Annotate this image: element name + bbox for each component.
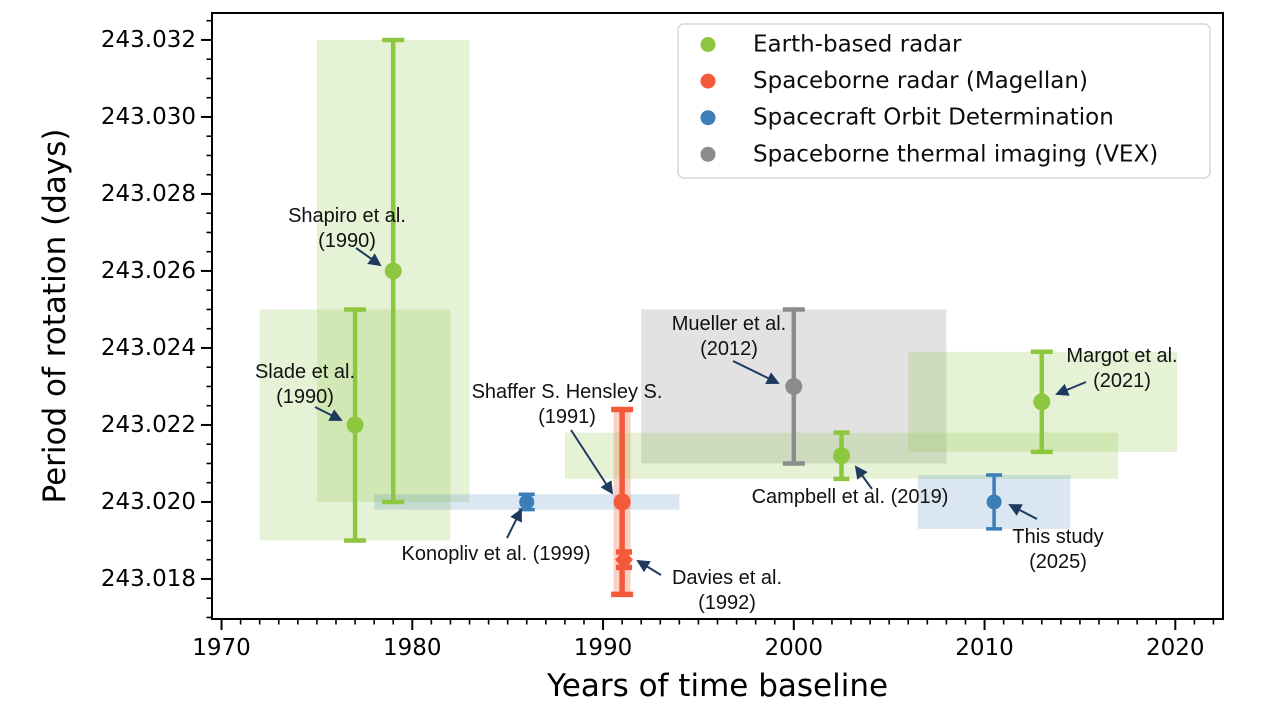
marker-this-study-2025 bbox=[986, 494, 1002, 510]
annotation-mueller-et-al-2012: Mueller et al. (2012) bbox=[672, 313, 787, 384]
annotation-shaffer-s-hensley-s-1991: Shaffer S. Hensley S. (1991) bbox=[472, 381, 663, 495]
legend-item-spaceborne-thermal-imaging-vex: Spaceborne thermal imaging (VEX) bbox=[700, 141, 1158, 167]
x-axis-title: Years of time baseline bbox=[546, 668, 888, 704]
annotation-text: Shaffer S. Hensley S. bbox=[472, 381, 663, 403]
annotation-text: (2012) bbox=[700, 338, 758, 360]
annotation-arrow bbox=[314, 406, 343, 421]
annotation-arrow bbox=[355, 247, 382, 267]
x-tick-label: 1990 bbox=[574, 635, 633, 661]
legend-label-spaceborne-thermal-imaging-vex: Spaceborne thermal imaging (VEX) bbox=[753, 141, 1158, 167]
x-tick-label: 1970 bbox=[192, 635, 251, 661]
annotation-text: Slade et al. bbox=[255, 361, 355, 383]
x-tick-label: 2020 bbox=[1146, 635, 1205, 661]
legend-marker-spacecraft-orbit-determination bbox=[700, 110, 716, 126]
annotation-text: Mueller et al. bbox=[672, 313, 787, 335]
x-axis-ticks bbox=[220, 619, 1215, 630]
annotation-text: Davies et al. bbox=[672, 567, 782, 589]
y-axis-tick-labels: 243.018 243.020 243.022 243.024 243.026 243.0… bbox=[101, 27, 196, 592]
annotation-text: Campbell et al. (2019) bbox=[752, 486, 949, 508]
annotation-arrow bbox=[570, 429, 614, 495]
annotation-arrow bbox=[636, 559, 662, 576]
marker-konopliv-et-al-1999 bbox=[519, 494, 535, 510]
annotation-arrow bbox=[854, 465, 873, 490]
annotation-text: (1992) bbox=[698, 592, 756, 614]
legend-box bbox=[677, 23, 1211, 179]
legend-item-spaceborne-radar-magellan: Spaceborne radar (Magellan) bbox=[700, 68, 1088, 94]
annotations: Slade et al.(1990)Shapiro et al.(1990)Sh… bbox=[255, 205, 1178, 614]
x-tick-label: 2010 bbox=[955, 635, 1014, 661]
annotation-text: Margot et al. bbox=[1066, 345, 1177, 367]
annotation-text: (1990) bbox=[276, 386, 334, 408]
y-axis-ticks bbox=[201, 19, 212, 619]
annotation-davies-et-al-1992: Davies et al. (1992) bbox=[636, 559, 782, 614]
annotation-arrow bbox=[1055, 381, 1087, 396]
legend-marker-spaceborne-radar-magellan bbox=[700, 73, 716, 89]
y-tick-label: 243.028 bbox=[101, 181, 196, 207]
marker-shaffer-s-hensley-s-1991 bbox=[613, 493, 631, 511]
annotation-konopliv-et-al-1999: Konopliv et al. (1999) bbox=[401, 508, 591, 565]
annotation-margot-et-al-2021: Margot et al. (2021) bbox=[1055, 345, 1178, 396]
y-tick-label: 243.024 bbox=[101, 335, 196, 361]
marker-shapiro-et-al-1990 bbox=[384, 262, 402, 280]
legend-marker-spaceborne-thermal-imaging-vex bbox=[700, 146, 716, 162]
y-tick-label: 243.032 bbox=[101, 27, 196, 53]
annotation-slade-et-al-1990: Slade et al. (1990) bbox=[255, 361, 355, 421]
y-tick-label: 243.026 bbox=[101, 258, 196, 284]
y-axis-title: Period of rotation (days) bbox=[37, 128, 73, 503]
legend-label-earth-based-radar: Earth-based radar bbox=[753, 32, 962, 58]
marker-davies-et-al-1992 bbox=[615, 549, 634, 570]
legend-item-earth-based-radar: Earth-based radar bbox=[700, 32, 962, 58]
annotation-this-study-2025: This study (2025) bbox=[1008, 504, 1104, 573]
legend: Earth-based radar Spaceborne radar (Magel… bbox=[677, 23, 1211, 179]
annotation-text: (1990) bbox=[318, 230, 376, 252]
data-points bbox=[346, 262, 1051, 570]
annotation-arrow bbox=[1008, 504, 1038, 520]
annotation-shapiro-et-al-1990: Shapiro et al. (1990) bbox=[288, 205, 406, 267]
annotation-arrow bbox=[506, 508, 522, 539]
legend-label-spaceborne-radar-magellan: Spaceborne radar (Magellan) bbox=[753, 68, 1088, 94]
annotation-text: (2025) bbox=[1029, 551, 1087, 573]
y-tick-label: 243.030 bbox=[101, 104, 196, 130]
legend-label-spacecraft-orbit-determination: Spacecraft Orbit Determination bbox=[753, 105, 1114, 131]
marker-margot-et-al-2021 bbox=[1033, 393, 1051, 411]
marker-slade-et-al-1990 bbox=[346, 416, 364, 434]
annotation-text: This study bbox=[1012, 526, 1103, 548]
legend-marker-earth-based-radar bbox=[700, 37, 716, 52]
y-tick-label: 243.022 bbox=[101, 412, 196, 438]
x-axis-tick-labels: 1970 1980 1990 2000 2010 2020 bbox=[192, 635, 1204, 661]
annotation-campbell-et-al-2019: Campbell et al. (2019) bbox=[752, 465, 949, 508]
annotation-arrow bbox=[732, 360, 780, 384]
annotation-text: (1991) bbox=[538, 406, 596, 428]
marker-mueller-et-al-2012 bbox=[785, 377, 803, 395]
x-tick-label: 2000 bbox=[765, 635, 824, 661]
x-tick-label: 1980 bbox=[383, 635, 442, 661]
y-tick-label: 243.018 bbox=[101, 566, 196, 592]
annotation-text: Shapiro et al. bbox=[288, 205, 406, 227]
annotation-text: (2021) bbox=[1093, 370, 1151, 392]
marker-campbell-et-al-2019 bbox=[832, 447, 850, 465]
legend-item-spacecraft-orbit-determination: Spacecraft Orbit Determination bbox=[700, 105, 1114, 131]
y-tick-label: 243.020 bbox=[101, 489, 196, 515]
annotation-text: Konopliv et al. (1999) bbox=[401, 543, 590, 565]
